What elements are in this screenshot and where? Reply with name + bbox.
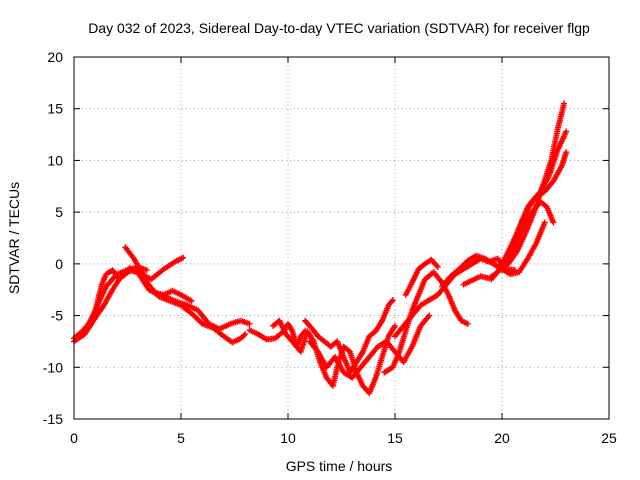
y-tick-label: 5 xyxy=(55,204,63,220)
grid-lines xyxy=(74,57,609,419)
data-point xyxy=(180,254,187,261)
data-point xyxy=(550,219,557,226)
data-point xyxy=(389,297,396,304)
data-point xyxy=(541,219,548,226)
x-tick-label: 15 xyxy=(387,430,403,446)
series-sat-track-3 xyxy=(75,263,150,340)
x-tick-label: 25 xyxy=(601,430,617,446)
axis-ticks: 0 5 10 15 20 25 -15 -10 -5 0 5 10 15 20 xyxy=(43,49,617,446)
series-sat-track-5 xyxy=(143,279,195,305)
x-tick-label: 20 xyxy=(494,430,510,446)
data-point xyxy=(242,331,249,338)
data-point xyxy=(561,100,568,107)
series-sat-track-8 xyxy=(302,297,396,376)
series-sat-track-9 xyxy=(306,312,433,381)
x-tick-label: 5 xyxy=(177,430,185,446)
x-tick-label: 10 xyxy=(280,430,296,446)
data-point xyxy=(563,128,570,135)
data-point xyxy=(392,322,398,329)
series-sat-track-13 xyxy=(439,219,548,290)
data-point xyxy=(434,263,441,270)
y-axis-label: SDTVAR / TECUs xyxy=(6,182,22,294)
data-point xyxy=(143,267,150,274)
x-tick-label: 0 xyxy=(70,430,78,446)
series-sat-track-12 xyxy=(402,256,441,298)
y-tick-label: 20 xyxy=(47,49,63,65)
y-tick-label: -15 xyxy=(43,411,63,427)
chart-title: Day 032 of 2023, Sidereal Day-to-day VTE… xyxy=(88,20,590,36)
y-tick-label: -10 xyxy=(43,359,63,375)
data-points xyxy=(71,100,570,397)
y-tick-label: 15 xyxy=(47,101,63,117)
data-point xyxy=(246,320,253,327)
data-point xyxy=(563,149,570,156)
series-sat-track-17 xyxy=(503,198,557,265)
y-tick-label: 10 xyxy=(47,152,63,168)
data-point xyxy=(464,320,471,327)
plot-frame xyxy=(73,56,610,420)
data-point xyxy=(426,312,433,319)
data-point xyxy=(388,298,395,305)
y-tick-label: -5 xyxy=(51,308,64,324)
data-point xyxy=(188,298,195,305)
y-tick-label: 0 xyxy=(55,256,63,272)
x-axis-label: GPS time / hours xyxy=(286,458,393,474)
